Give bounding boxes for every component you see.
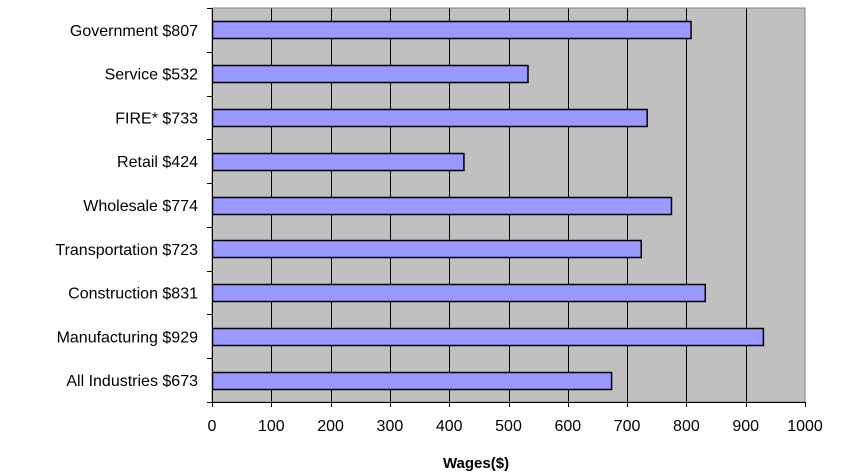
x-axis-title: Wages($) (443, 455, 509, 472)
x-tick-label-700: 700 (614, 418, 641, 435)
x-tick-label-300: 300 (377, 418, 404, 435)
bar-0 (211, 20, 692, 40)
category-label-7: Manufacturing $929 (57, 329, 199, 346)
x-tick-label-1000: 1000 (787, 418, 823, 435)
bar-1 (211, 64, 529, 84)
x-tick-labels: 0 100 200 300 400 500 600 700 800 900 1000 (208, 418, 823, 435)
bar-3 (211, 152, 465, 172)
bar-5 (211, 239, 642, 259)
x-tick-label-900: 900 (732, 418, 759, 435)
category-label-6: Construction $831 (68, 286, 198, 303)
x-tick-label-800: 800 (673, 418, 700, 435)
category-label-1: Service $532 (105, 67, 198, 84)
bar-2 (211, 108, 648, 128)
category-labels: Government $807 Service $532 FIRE* $733 Ret… (55, 23, 198, 390)
bar-6 (211, 283, 707, 303)
x-tick-label-100: 100 (258, 418, 285, 435)
x-tick-label-500: 500 (495, 418, 522, 435)
category-label-3: Retail $424 (117, 154, 198, 171)
bar-4 (211, 196, 673, 216)
x-tick-label-400: 400 (436, 418, 463, 435)
x-tick-label-600: 600 (554, 418, 581, 435)
bar-7 (211, 327, 765, 347)
category-label-8: All Industries $673 (66, 373, 198, 390)
bar-8 (211, 371, 613, 391)
category-label-4: Wholesale $774 (83, 198, 198, 215)
axes (207, 8, 806, 407)
x-tick-label-200: 200 (317, 418, 344, 435)
category-label-5: Transportation $723 (55, 242, 198, 259)
category-label-0: Government $807 (70, 23, 198, 40)
x-tick-label-0: 0 (208, 418, 217, 435)
category-label-2: FIRE* $733 (115, 110, 198, 127)
